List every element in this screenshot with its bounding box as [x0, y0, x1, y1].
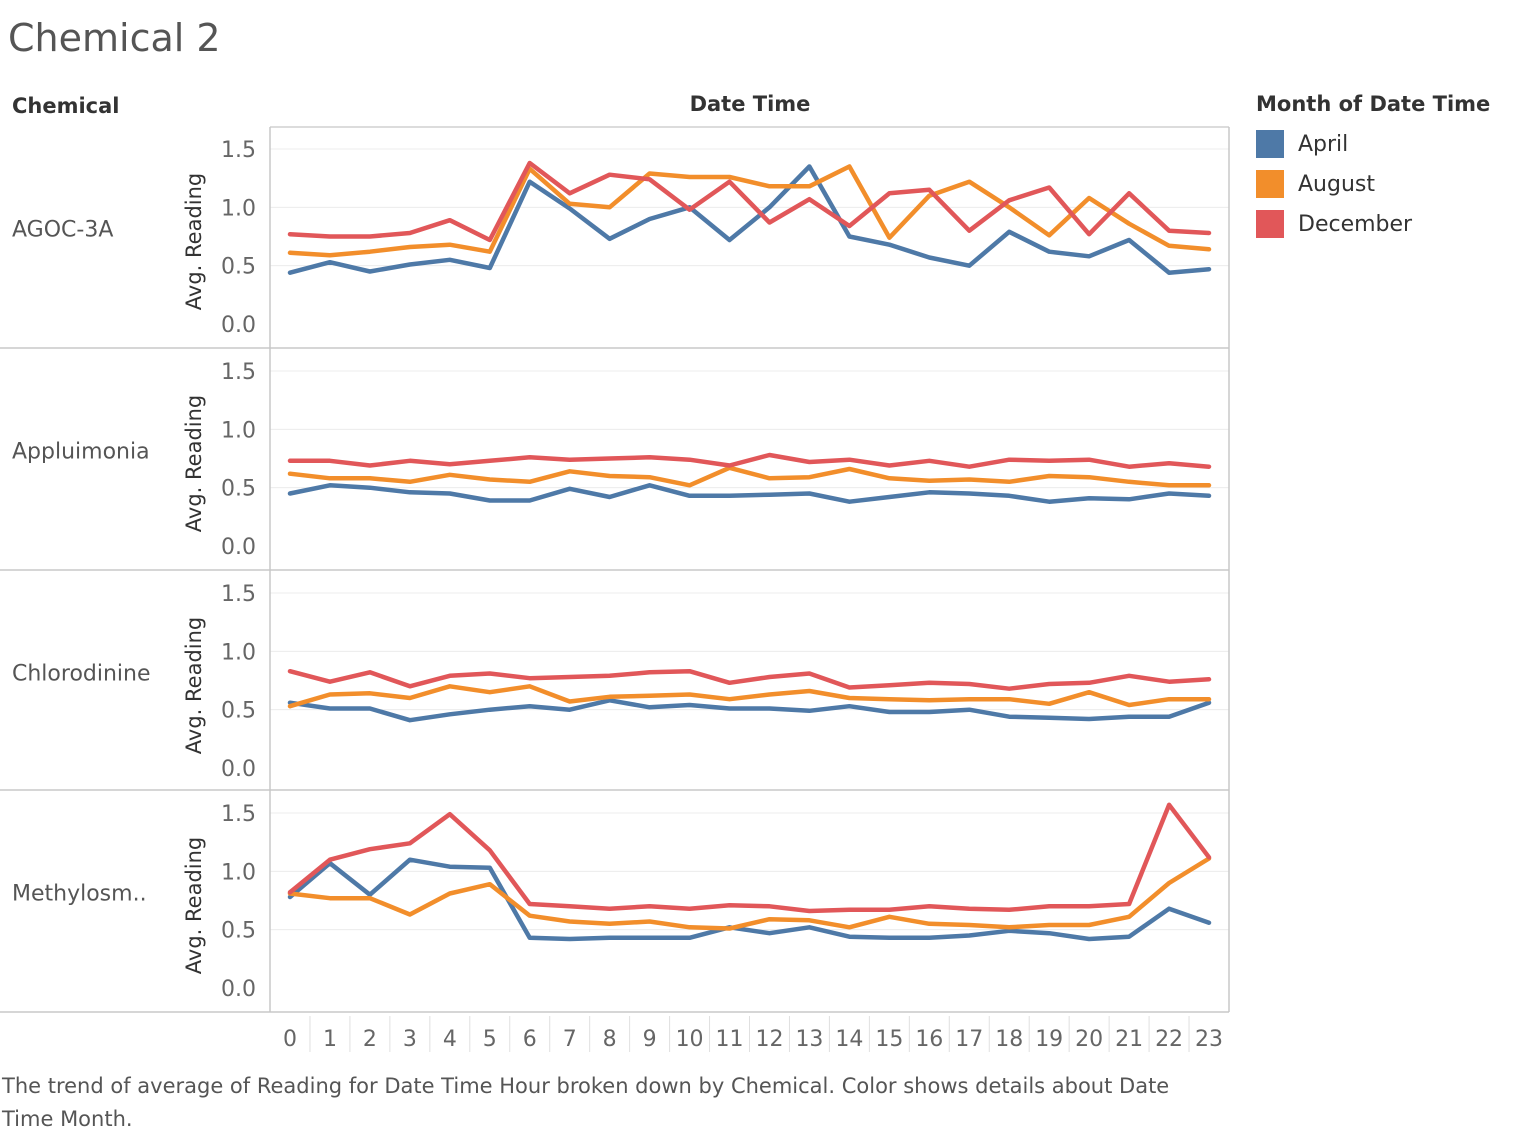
- y-tick-label: 0.0: [221, 977, 256, 1002]
- series-line-agoc-3a-april: [287, 164, 1212, 275]
- x-tick-label: 17: [955, 1027, 983, 1052]
- x-tick-label: 23: [1195, 1027, 1223, 1052]
- x-tick-label: 19: [1035, 1027, 1063, 1052]
- x-tick-label: 4: [443, 1027, 457, 1052]
- x-tick-label: 0: [283, 1027, 297, 1052]
- legend-label-december: December: [1298, 211, 1413, 237]
- series-line-appluimonia-december: [287, 452, 1212, 469]
- series-line-methylosm-april: [287, 857, 1212, 942]
- y-tick-label: 1.5: [221, 138, 256, 163]
- series-line-methylosm-august: [287, 856, 1212, 931]
- x-tick-label: 12: [755, 1027, 783, 1052]
- legend-item-april[interactable]: April: [1256, 124, 1490, 164]
- x-tick-label: 2: [363, 1027, 377, 1052]
- x-tick-label: 6: [523, 1027, 537, 1052]
- x-tick-label: 18: [995, 1027, 1023, 1052]
- series-line-agoc-3a-december: [287, 160, 1212, 243]
- x-tick-label: 9: [643, 1027, 657, 1052]
- y-tick-label: 1.5: [221, 360, 256, 385]
- y-tick-label: 0.0: [221, 313, 256, 338]
- y-tick-label: 0.0: [221, 757, 256, 782]
- series-line-chlorodinine-december: [287, 668, 1212, 691]
- x-tick-label: 14: [835, 1027, 863, 1052]
- chart-caption: The trend of average of Reading for Date…: [2, 1074, 1170, 1131]
- y-tick-label: 1.0: [221, 640, 256, 665]
- y-tick-label: 0.5: [221, 699, 256, 724]
- legend-item-december[interactable]: December: [1256, 204, 1490, 244]
- x-tick-label: 22: [1155, 1027, 1183, 1052]
- legend-title: Month of Date Time: [1256, 92, 1491, 116]
- row-label-agoc-3a: AGOC-3A: [12, 218, 113, 243]
- legend-label-april: April: [1298, 131, 1349, 157]
- x-tick-label: 3: [403, 1027, 417, 1052]
- y-tick-label: 1.0: [221, 196, 256, 221]
- x-tick-label: 7: [563, 1027, 577, 1052]
- y-tick-label: 0.5: [221, 477, 256, 502]
- legend-swatch-december: [1256, 210, 1284, 238]
- x-tick-label: 8: [603, 1027, 617, 1052]
- row-label-methylosm: Methylosm..: [12, 882, 147, 907]
- y-tick-label: 1.0: [221, 418, 256, 443]
- x-tick-label: 5: [483, 1027, 497, 1052]
- y-axis-label: Avg. Reading: [182, 617, 206, 754]
- legend-swatch-april: [1256, 130, 1284, 158]
- series-line-agoc-3a-august: [287, 164, 1212, 258]
- y-tick-label: 0.0: [221, 535, 256, 560]
- x-tick-label: 21: [1115, 1027, 1143, 1052]
- series-line-appluimonia-august: [287, 465, 1212, 488]
- y-axis-label: Avg. Reading: [182, 173, 206, 310]
- series-line-chlorodinine-august: [287, 684, 1212, 709]
- y-tick-label: 0.5: [221, 919, 256, 944]
- x-tick-label: 20: [1075, 1027, 1103, 1052]
- x-tick-label: 10: [676, 1027, 704, 1052]
- y-tick-label: 1.0: [221, 860, 256, 885]
- row-header: Chemical: [12, 94, 120, 118]
- y-axis-label: Avg. Reading: [182, 395, 206, 532]
- x-tick-label: 15: [875, 1027, 903, 1052]
- y-tick-label: 1.5: [221, 582, 256, 607]
- column-header: Date Time: [689, 92, 811, 116]
- legend-label-august: August: [1298, 171, 1375, 197]
- y-tick-label: 1.5: [221, 802, 256, 827]
- row-label-chlorodinine: Chlorodinine: [12, 662, 151, 687]
- row-label-appluimonia: Appluimonia: [12, 440, 150, 465]
- chart-title: Chemical 2: [8, 16, 221, 60]
- x-tick-label: 13: [795, 1027, 823, 1052]
- x-tick-label: 1: [323, 1027, 337, 1052]
- y-axis-label: Avg. Reading: [182, 837, 206, 974]
- series-line-appluimonia-april: [287, 483, 1212, 504]
- y-tick-label: 0.5: [221, 255, 256, 280]
- series-line-chlorodinine-april: [287, 698, 1212, 723]
- legend[interactable]: Month of Date Time April August December: [1256, 92, 1490, 244]
- x-tick-label: 11: [716, 1027, 744, 1052]
- series-line-methylosm-december: [287, 802, 1212, 914]
- legend-swatch-august: [1256, 170, 1284, 198]
- x-tick-label: 16: [915, 1027, 943, 1052]
- legend-item-august[interactable]: August: [1256, 164, 1490, 204]
